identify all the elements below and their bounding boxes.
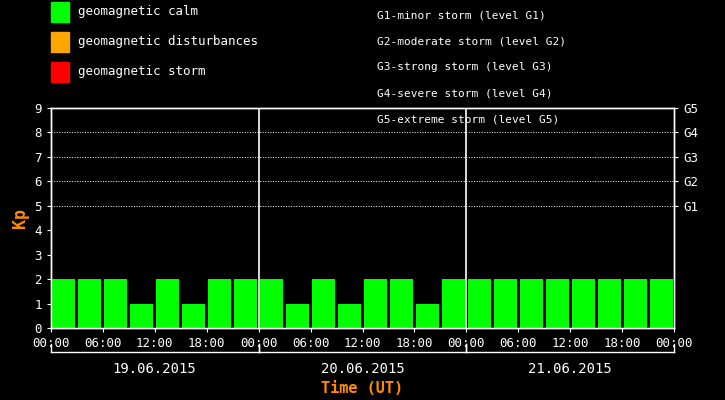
- Bar: [208, 279, 231, 328]
- Text: G3-strong storm (level G3): G3-strong storm (level G3): [377, 62, 552, 72]
- Bar: [520, 279, 542, 328]
- Bar: [416, 304, 439, 328]
- Bar: [650, 279, 673, 328]
- Bar: [104, 279, 127, 328]
- Bar: [442, 279, 465, 328]
- Bar: [157, 279, 179, 328]
- Text: Time (UT): Time (UT): [321, 381, 404, 396]
- Bar: [312, 279, 335, 328]
- Text: geomagnetic calm: geomagnetic calm: [78, 6, 198, 18]
- Bar: [339, 304, 361, 328]
- Text: 20.06.2015: 20.06.2015: [320, 362, 405, 376]
- Y-axis label: Kp: Kp: [11, 208, 29, 228]
- Bar: [78, 279, 101, 328]
- Text: geomagnetic storm: geomagnetic storm: [78, 66, 205, 78]
- Text: G2-moderate storm (level G2): G2-moderate storm (level G2): [377, 36, 566, 46]
- Bar: [624, 279, 647, 328]
- Bar: [598, 279, 621, 328]
- Bar: [130, 304, 153, 328]
- Text: G1-minor storm (level G1): G1-minor storm (level G1): [377, 10, 546, 20]
- Text: G5-extreme storm (level G5): G5-extreme storm (level G5): [377, 114, 559, 124]
- Bar: [546, 279, 568, 328]
- Bar: [183, 304, 205, 328]
- Bar: [260, 279, 283, 328]
- Bar: [286, 304, 309, 328]
- Bar: [52, 279, 75, 328]
- Text: 19.06.2015: 19.06.2015: [113, 362, 196, 376]
- Text: geomagnetic disturbances: geomagnetic disturbances: [78, 36, 257, 48]
- Bar: [572, 279, 594, 328]
- Text: 21.06.2015: 21.06.2015: [529, 362, 612, 376]
- Bar: [494, 279, 517, 328]
- Bar: [468, 279, 491, 328]
- Bar: [234, 279, 257, 328]
- Bar: [390, 279, 413, 328]
- Text: G4-severe storm (level G4): G4-severe storm (level G4): [377, 88, 552, 98]
- Bar: [364, 279, 386, 328]
